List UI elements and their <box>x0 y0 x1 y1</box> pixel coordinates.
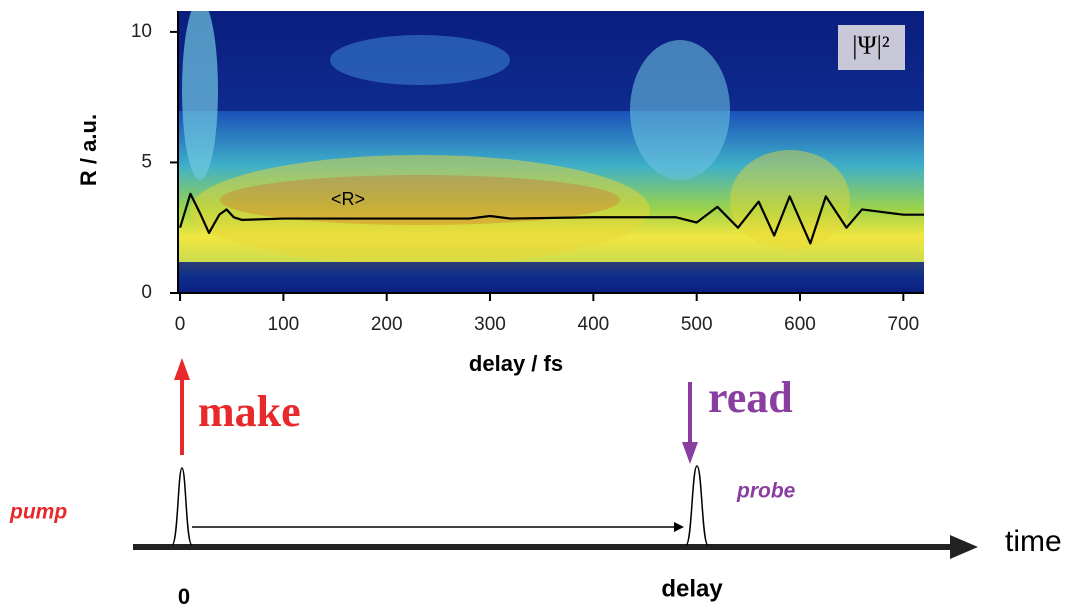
x-tick-label: 200 <box>371 314 403 335</box>
x-tick-label: 0 <box>175 314 186 335</box>
inset-label: |Ψ|² <box>852 31 890 60</box>
read-label: read <box>708 373 793 422</box>
probe-label: probe <box>736 480 796 503</box>
x-tick-label: 600 <box>784 314 816 335</box>
series-label: <R> <box>331 189 365 209</box>
x-tick-label: 100 <box>268 314 300 335</box>
pump-arrowhead <box>174 358 190 380</box>
delay-arrowhead <box>674 522 684 532</box>
mean-r-line <box>179 192 924 245</box>
zero-label: 0 <box>178 584 190 609</box>
density-map <box>178 11 924 293</box>
delay-label: delay <box>661 575 723 602</box>
make-label: make <box>198 387 301 436</box>
x-tick-label: 400 <box>578 314 610 335</box>
pump-label: pump <box>9 501 67 524</box>
time-label: time <box>1005 525 1062 558</box>
inset-box <box>838 25 905 70</box>
x-tick-label: 700 <box>887 314 919 335</box>
y-tick-label: 5 <box>141 151 152 172</box>
time-arrowhead <box>950 535 978 559</box>
x-axis-title: delay / fs <box>469 351 563 376</box>
probe-pulse <box>685 465 709 546</box>
pump-pulse <box>171 467 193 546</box>
x-tick-label: 300 <box>474 314 506 335</box>
probe-arrowhead <box>682 442 698 464</box>
y-tick-label: 10 <box>131 21 152 42</box>
y-tick-label: 0 <box>141 282 152 303</box>
x-tick-label: 500 <box>681 314 713 335</box>
y-axis-title: R / a.u. <box>76 114 101 186</box>
